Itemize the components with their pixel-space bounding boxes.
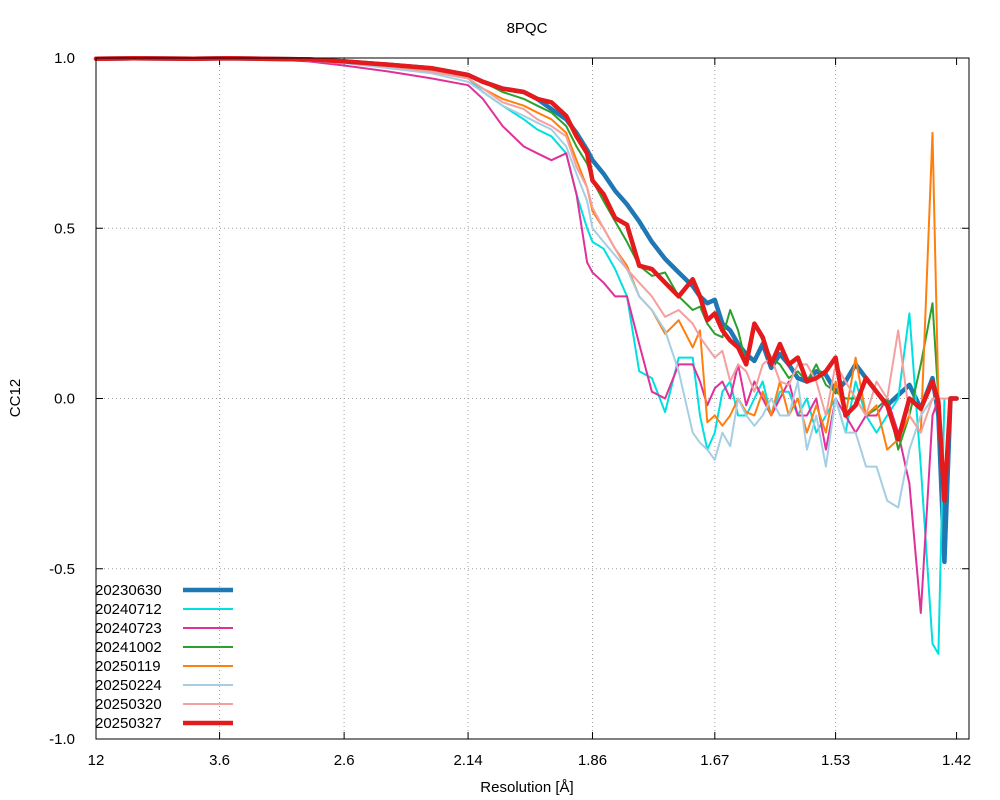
x-tick-label: 2.6 [334,752,355,769]
x-tick-label: 12 [88,752,105,769]
legend-label-20250327: 20250327 [95,715,162,732]
legend-label-20250119: 20250119 [95,658,161,675]
legend-label-20240712: 20240712 [95,601,162,618]
legend: 20230630 20240712 20240723 20241002 20250119… [95,582,233,732]
y-tick-label: -0.5 [49,561,75,578]
y-tick-label: 1.0 [54,50,75,67]
grid [96,58,969,739]
x-tick-label: 2.14 [453,752,482,769]
x-tick-label: 1.53 [821,752,850,769]
y-axis-title: CC12 [7,379,24,417]
x-tick-label: 1.67 [700,752,729,769]
plot-frame [95,57,970,740]
legend-label-20240723: 20240723 [95,620,162,637]
x-axis-title: Resolution [Å] [480,779,573,796]
legend-label-20230630: 20230630 [95,582,162,599]
legend-label-20250320: 20250320 [95,696,162,713]
x-tick-label: 1.86 [578,752,607,769]
y-tick-label: 0.0 [54,391,75,408]
chart-title: 8PQC [507,20,548,37]
x-tick-label: 1.42 [942,752,971,769]
x-tick-label: 3.6 [209,752,230,769]
axis-labels: 1.0 0.5 0.0 -0.5 -1.0 12 3.6 2.6 2.14 1.86 1.67 1.5… [49,50,971,769]
legend-label-20241002: 20241002 [95,639,162,656]
series-line-20240723 [95,57,958,614]
series-line-20250327 [93,56,959,503]
series-line-20250224 [95,57,958,509]
y-tick-label: -1.0 [49,731,75,748]
series-lines [93,56,959,655]
series-line-20230630 [93,56,959,565]
y-tick-label: 0.5 [54,220,75,237]
series-line-20250320 [95,57,958,434]
legend-label-20250224: 20250224 [95,677,162,694]
